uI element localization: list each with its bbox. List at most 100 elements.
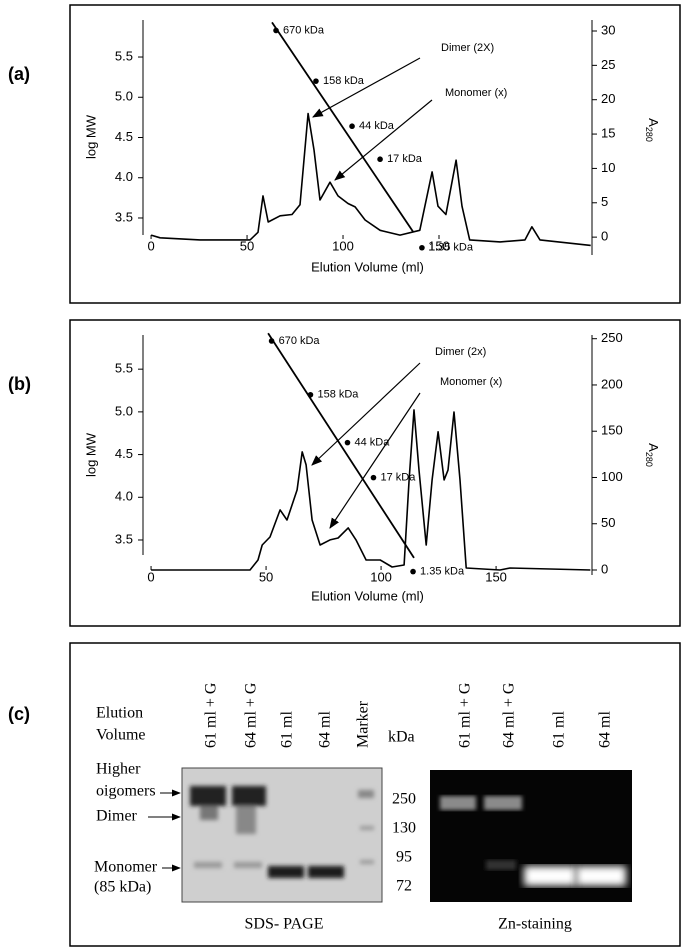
y2-tick-label: 0 <box>601 229 608 244</box>
elution-label: Volume <box>96 727 145 744</box>
x-tick-label: 150 <box>485 569 507 584</box>
lane-label: 61 ml + G <box>457 682 474 748</box>
point-label: 158 kDa <box>317 389 359 401</box>
annotation-arrow <box>329 392 421 529</box>
panel-frame <box>69 642 681 947</box>
y2-axis-title-main: A <box>646 118 661 127</box>
fit-line <box>267 332 415 559</box>
band-label: Monomer <box>94 859 158 876</box>
lane-label: 61 ml + G <box>203 682 220 748</box>
point-label: 1.35 kDa <box>420 565 465 577</box>
point-label: 670 kDa <box>279 335 321 347</box>
calibration-point <box>419 244 425 251</box>
point-label: 44 kDa <box>354 437 390 449</box>
band-label: Dimer <box>96 808 138 825</box>
calibration-point <box>344 439 351 446</box>
annotation-arrow <box>334 99 433 181</box>
y2-tick-label: 25 <box>601 57 615 72</box>
x-axis-title: Elution Volume (ml) <box>311 588 424 603</box>
marker-size: 130 <box>392 820 416 837</box>
lane-label: 64 ml + G <box>501 682 518 748</box>
y2-tick-label: 5 <box>601 194 608 209</box>
marker-size: 95 <box>396 849 412 866</box>
y2-tick-label: 0 <box>601 561 608 576</box>
lane-label: 64 ml + G <box>243 682 260 748</box>
x-tick-label: 50 <box>240 238 254 253</box>
calibration-point <box>377 156 383 163</box>
calibration-point <box>313 78 319 84</box>
y2-tick-label: 100 <box>601 469 623 484</box>
x-tick-label: 50 <box>259 569 273 584</box>
panel-label: (b) <box>8 374 31 394</box>
y2-axis-title-main: A <box>646 443 661 452</box>
y2-axis-title-sub: 280 <box>644 452 654 467</box>
x-tick-label: 0 <box>147 238 154 253</box>
panel-label: (a) <box>8 64 30 84</box>
x-tick-label: 100 <box>332 238 354 253</box>
annotation: Monomer (x) <box>445 87 507 99</box>
lane-label: 64 ml <box>317 711 334 748</box>
band-label: (85 kDa) <box>94 879 151 896</box>
gel-caption: Zn-staining <box>498 916 572 933</box>
y2-axis-title: A280 <box>644 118 661 142</box>
point-label: 17 kDa <box>387 153 423 165</box>
panel-frame <box>69 4 681 304</box>
lane-label: 61 ml <box>279 711 296 748</box>
y-tick-label: 3.5 <box>115 531 133 546</box>
calibration-point <box>268 338 275 344</box>
y-tick-label: 4.5 <box>115 446 133 461</box>
y2-tick-label: 15 <box>601 126 615 141</box>
y2-axis-title: A280 <box>644 443 661 467</box>
y2-tick-label: 10 <box>601 160 615 175</box>
point-label: 44 kDa <box>359 120 395 132</box>
y2-tick-label: 30 <box>601 22 615 37</box>
annotation-arrow <box>312 57 421 118</box>
panel-label: (c) <box>8 704 30 724</box>
calibration-point <box>273 27 279 34</box>
gel-bands <box>440 796 626 886</box>
y-tick-label: 4.5 <box>115 129 133 144</box>
y2-axis-title-sub: 280 <box>644 127 654 142</box>
chromatogram <box>151 409 591 571</box>
point-label: 1.35 kDa <box>429 242 474 254</box>
calibration-point <box>410 568 416 575</box>
y-axis-title: log MW <box>83 114 98 159</box>
lane-label: 64 ml <box>597 711 614 748</box>
x-tick-label: 150 <box>428 238 450 253</box>
y2-tick-label: 200 <box>601 376 623 391</box>
lane-label: 61 ml <box>551 711 568 748</box>
y-tick-label: 5.0 <box>115 403 133 418</box>
y-axis-title: log MW <box>83 432 98 477</box>
point-label: 670 kDa <box>283 24 325 36</box>
y2-tick-label: 50 <box>601 515 615 530</box>
marker-size: 250 <box>392 791 416 808</box>
band-label: oigomers <box>96 783 156 800</box>
gel-caption: SDS- PAGE <box>245 916 324 933</box>
y-tick-label: 3.5 <box>115 209 133 224</box>
y-tick-label: 4.0 <box>115 489 133 504</box>
y-tick-label: 5.5 <box>115 48 133 63</box>
marker-size: 72 <box>396 878 412 895</box>
calibration-point <box>370 474 377 481</box>
annotation: Dimer (2X) <box>441 42 494 54</box>
gel-bands <box>190 786 374 878</box>
lane-label: Marker <box>355 700 372 748</box>
y-tick-label: 5.5 <box>115 361 133 376</box>
annotation: Monomer (x) <box>440 376 502 388</box>
y-tick-label: 4.0 <box>115 169 133 184</box>
annotation: Dimer (2x) <box>435 346 486 358</box>
elution-label: Elution <box>96 705 143 722</box>
point-label: 17 kDa <box>380 472 416 484</box>
y2-tick-label: 150 <box>601 423 623 438</box>
x-tick-label: 100 <box>370 569 392 584</box>
y2-tick-label: 20 <box>601 91 615 106</box>
point-label: 158 kDa <box>323 75 365 87</box>
fit-line <box>271 21 414 233</box>
calibration-point <box>307 391 314 398</box>
y2-tick-label: 250 <box>601 330 623 345</box>
x-axis-title: Elution Volume (ml) <box>311 259 424 274</box>
unit-label: kDa <box>388 729 415 746</box>
lane-labels: 61 ml + G 64 ml + G 61 ml 64 ml Marker 6… <box>203 682 614 748</box>
